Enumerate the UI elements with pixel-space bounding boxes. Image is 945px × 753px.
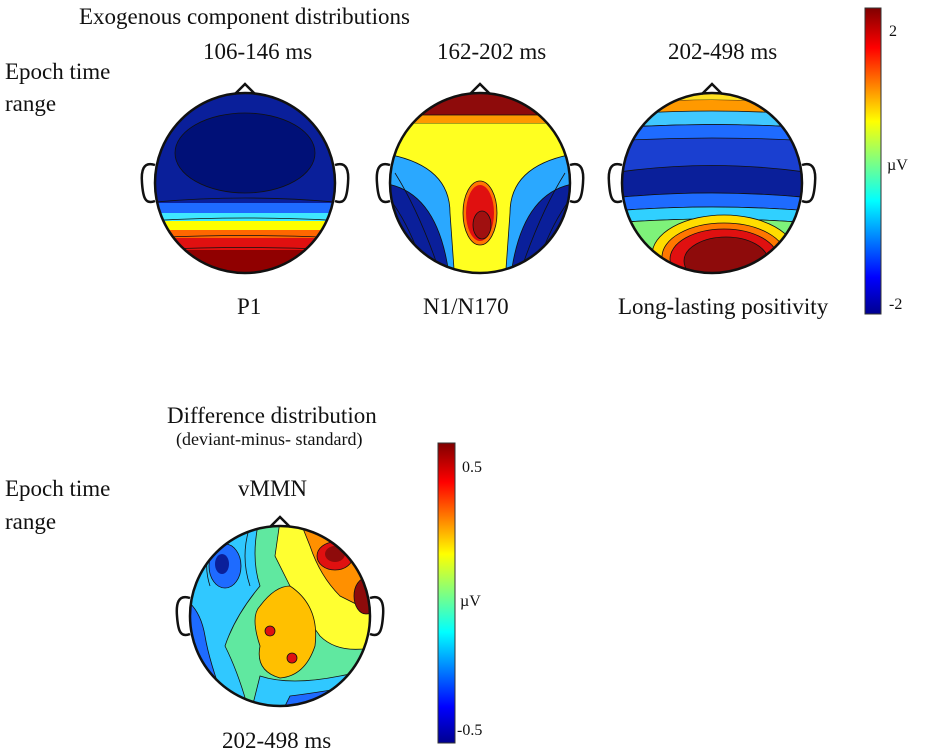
left-ear-icon: [607, 162, 623, 204]
nose-icon: [469, 82, 491, 95]
vmmn-orange-center: [254, 585, 317, 679]
p1-band-yellow: [155, 221, 335, 230]
topomap-n1: [375, 82, 585, 275]
bottom-row-label-line1: Epoch time: [5, 476, 111, 501]
map1-time: 106-146 ms: [203, 39, 313, 64]
topomap-p1: [140, 82, 350, 275]
left-ear-icon: [375, 162, 391, 204]
right-ear-icon: [569, 162, 585, 204]
map3-time: 202-498 ms: [668, 39, 778, 64]
p1-band-orange: [155, 230, 335, 238]
topomap-positivity: [607, 82, 817, 275]
topomap-vmmn: [175, 515, 385, 708]
left-ear-icon: [175, 595, 191, 637]
left-ear-icon: [140, 162, 156, 204]
bottom-title: Difference distribution: [167, 403, 377, 428]
map3-component: Long-lasting positivity: [618, 294, 829, 319]
bottom-subtitle: (deviant-minus- standard): [176, 429, 363, 449]
p1-band-red: [155, 238, 335, 250]
pos-frontal-blue: [622, 124, 802, 142]
p1-band-cyan: [155, 213, 335, 221]
bottom-colorbar-max: 0.5: [462, 459, 482, 476]
top-colorbar-min: -2: [889, 296, 903, 313]
top-row-label-line1: Epoch time: [5, 59, 111, 84]
map1-component: P1: [237, 294, 262, 319]
bottom-colorbar-unit: µV: [460, 593, 481, 610]
vmmn-red-dot2: [286, 652, 298, 664]
nose-icon: [701, 82, 723, 95]
vmmn-time: 202-498 ms: [222, 728, 332, 753]
p1-negative-region: [174, 112, 316, 194]
nose-icon: [269, 515, 291, 528]
map2-component: N1/N170: [423, 294, 509, 319]
right-ear-icon: [369, 595, 385, 637]
n1-frontal-positive: [390, 93, 570, 116]
p1-positive-region: [155, 250, 335, 273]
top-row-label-line2: range: [5, 91, 57, 116]
top-colorbar-max: 2: [889, 23, 897, 40]
head-outline: [388, 91, 572, 275]
vmmn-dark-spot: [215, 554, 229, 574]
nose-icon: [234, 82, 256, 95]
n1-dark-core: [472, 210, 492, 240]
map2-time: 162-202 ms: [437, 39, 547, 64]
vmmn-darkred-spot: [325, 546, 345, 562]
top-colorbar: [864, 7, 882, 315]
right-ear-icon: [801, 162, 817, 204]
top-title: Exogenous component distributions: [79, 4, 410, 29]
bottom-row-label-line2: range: [5, 509, 57, 534]
bottom-colorbar-min: -0.5: [457, 722, 483, 739]
head-outline: [153, 91, 337, 275]
vmmn-label: vMMN: [238, 476, 308, 501]
head-outline: [188, 524, 372, 708]
right-ear-icon: [334, 162, 350, 204]
top-colorbar-unit: µV: [887, 157, 908, 174]
vmmn-red-dot1: [264, 625, 276, 637]
head-outline: [620, 91, 804, 275]
bottom-colorbar: [437, 442, 456, 744]
